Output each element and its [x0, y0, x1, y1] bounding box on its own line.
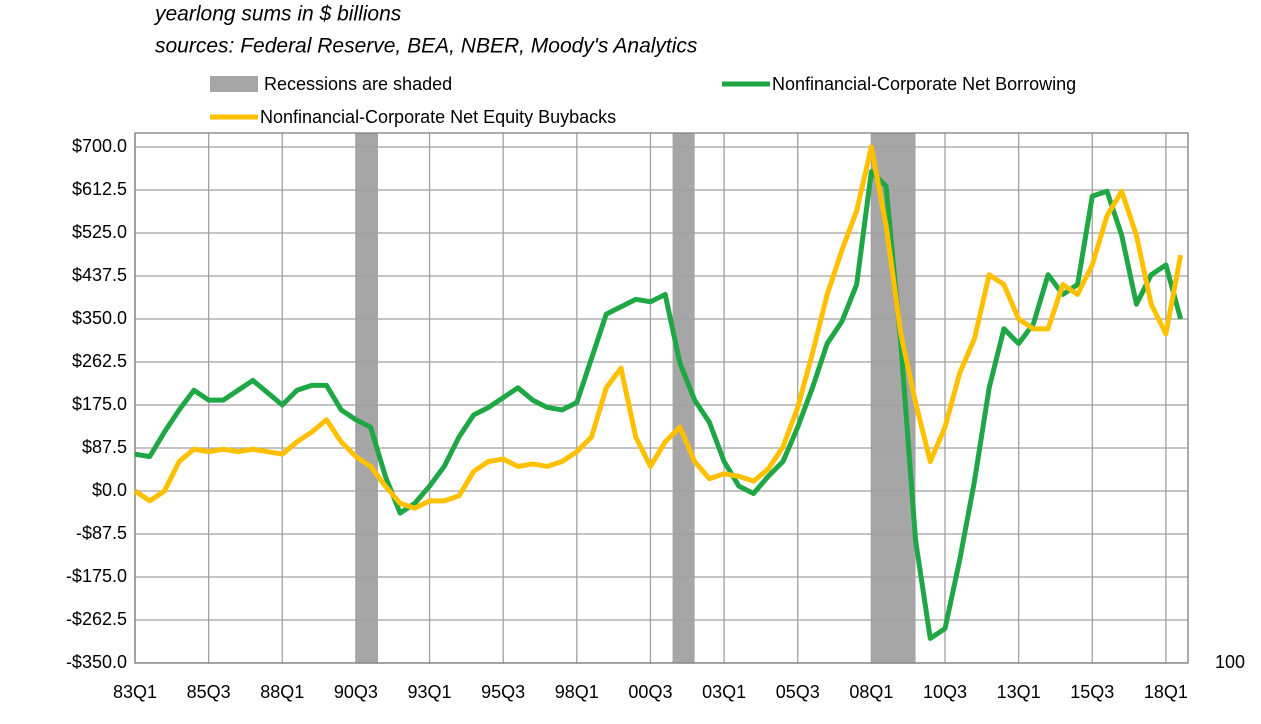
x-tick-label: 98Q1 [555, 682, 599, 702]
x-tick-label: 95Q3 [481, 682, 525, 702]
y-tick-label: -$350.0 [66, 652, 127, 672]
subtitle: yearlong sums in $ billions [153, 3, 402, 26]
y-tick-label: $350.0 [72, 308, 127, 328]
x-tick-label: 18Q1 [1144, 682, 1188, 702]
x-tick-label: 03Q1 [702, 682, 746, 702]
legend-label: Recessions are shaded [264, 74, 452, 94]
y-tick-label: $525.0 [72, 222, 127, 242]
x-tick-label: 00Q3 [628, 682, 672, 702]
y-tick-label: $262.5 [72, 351, 127, 371]
y-tick-label: $700.0 [72, 136, 127, 156]
legend-label: Nonfinancial-Corporate Net Borrowing [772, 74, 1076, 94]
annotation: 100 [1215, 652, 1245, 672]
x-tick-label: 05Q3 [776, 682, 820, 702]
subtitle: sources: Federal Reserve, BEA, NBER, Moo… [155, 35, 698, 58]
x-tick-label: 15Q3 [1070, 682, 1114, 702]
x-tick-label: 10Q3 [923, 682, 967, 702]
y-tick-label: $612.5 [72, 179, 127, 199]
recession-band [355, 133, 378, 663]
recession-band [672, 133, 695, 663]
y-tick-label: -$262.5 [66, 609, 127, 629]
data-line [134, 169, 1184, 641]
x-tick-label: 83Q1 [113, 682, 157, 702]
y-tick-label: $0.0 [92, 480, 127, 500]
legend-label: Nonfinancial-Corporate Net Equity Buybac… [260, 107, 616, 127]
data-line [133, 144, 1184, 511]
x-tick-label: 90Q3 [334, 682, 378, 702]
plot-border [134, 132, 1189, 664]
y-tick-label: $87.5 [82, 437, 127, 457]
y-tick-label: $437.5 [72, 265, 127, 285]
x-tick-label: 13Q1 [997, 682, 1041, 702]
x-tick-label: 93Q1 [408, 682, 452, 702]
x-tick-label: 08Q1 [849, 682, 893, 702]
y-tick-label: $175.0 [72, 394, 127, 414]
legend-swatch [210, 76, 258, 92]
x-tick-label: 88Q1 [260, 682, 304, 702]
recession-band [871, 133, 916, 663]
y-tick-label: -$175.0 [66, 566, 127, 586]
x-tick-label: 85Q3 [187, 682, 231, 702]
y-tick-label: -$87.5 [76, 523, 127, 543]
